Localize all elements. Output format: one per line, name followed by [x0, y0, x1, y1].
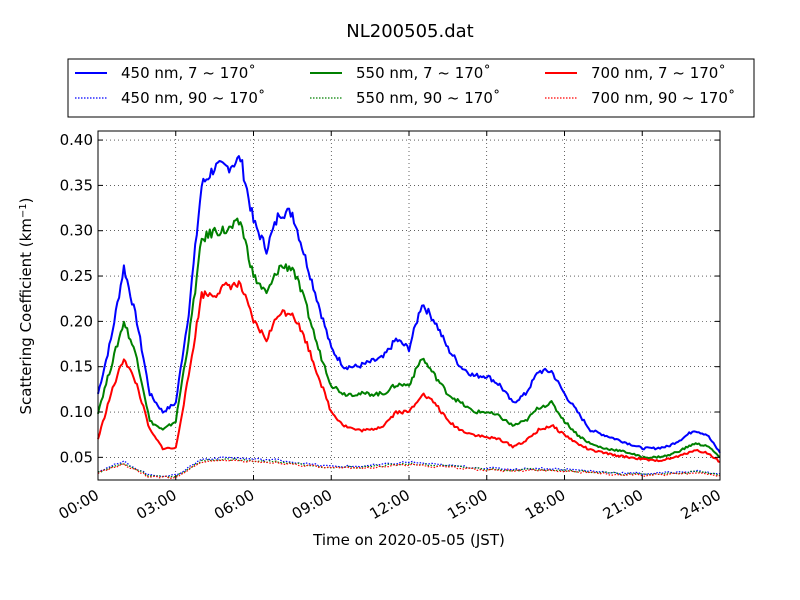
y-axis-label-close: ) — [17, 197, 35, 203]
legend-label: 700 nm, 7 ~ 170˚ — [591, 64, 726, 82]
y-tick-label: 0.40 — [60, 131, 93, 149]
series-line-1 — [97, 217, 721, 460]
x-tick-label: 12:00 — [367, 486, 413, 523]
legend-label: 550 nm, 90 ~ 170˚ — [356, 89, 500, 107]
x-tick-label: 24:00 — [678, 486, 724, 523]
y-axis-label: Scattering Coefficient (km−1) — [17, 197, 35, 414]
series-line-4 — [97, 458, 721, 478]
x-tick-label: 21:00 — [600, 486, 646, 523]
y-tick-label: 0.30 — [60, 222, 93, 240]
x-axis-label: Time on 2020-05-05 (JST) — [312, 531, 505, 549]
series-line-3 — [97, 456, 720, 477]
y-axis-label-text: Scattering Coefficient (km — [17, 218, 35, 414]
y-axis-label-sup: −1 — [18, 203, 29, 218]
legend-box — [67, 58, 755, 118]
x-tick-label: 06:00 — [211, 486, 257, 523]
series-lines — [97, 155, 721, 479]
x-tick-label: 15:00 — [444, 486, 490, 523]
legend-label: 700 nm, 90 ~ 170˚ — [591, 89, 735, 107]
y-tick-label: 0.20 — [60, 312, 93, 330]
x-tick-label: 00:00 — [56, 486, 102, 523]
y-tick-label: 0.35 — [60, 176, 93, 194]
legend-label: 450 nm, 90 ~ 170˚ — [121, 89, 265, 107]
y-tick-label: 0.25 — [60, 267, 93, 285]
legend-label: 450 nm, 7 ~ 170˚ — [121, 64, 256, 82]
x-tick-label: 09:00 — [289, 486, 335, 523]
y-tick-label: 0.05 — [60, 448, 93, 466]
x-tick-label: 18:00 — [522, 486, 568, 523]
legend: 450 nm, 7 ~ 170˚ 550 nm, 7 ~ 170˚ 700 nm, … — [75, 64, 735, 107]
series-line-0 — [97, 155, 721, 454]
chart-title: NL200505.dat — [346, 21, 473, 42]
x-tick-label: 03:00 — [133, 486, 179, 523]
y-tick-label: 0.10 — [60, 403, 93, 421]
legend-label: 550 nm, 7 ~ 170˚ — [356, 64, 491, 82]
series-line-2 — [97, 280, 721, 463]
y-tick-label: 0.15 — [60, 358, 93, 376]
